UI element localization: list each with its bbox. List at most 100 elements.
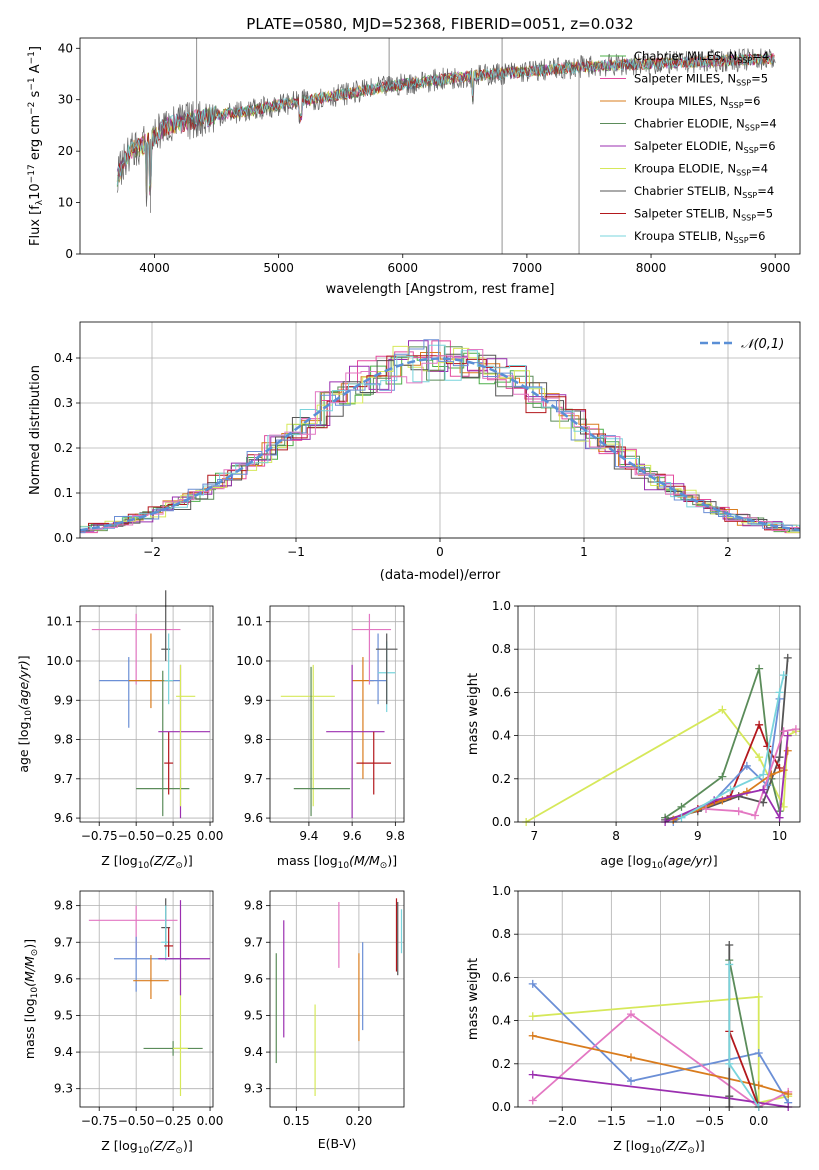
legend-entry: Chabrier STELIB, NSSP=4: [634, 184, 774, 200]
weight-vs-age-panel: 7 8 9 10 0.0 0.2 0.4 0.6 0.8 1.0 age [log10(age/yr…: [466, 599, 801, 871]
x-tick-label: 0.20: [346, 1114, 373, 1128]
mass-vs-ebv-panel: 0.15 0.20 9.3 9.4 9.5 9.6 9.7 9.8 E(B-V): [244, 890, 405, 1151]
y-tick-label: 0: [65, 247, 73, 261]
weight-vs-z-x-label: Z [log10(Z/Z⊙)]: [613, 1138, 704, 1156]
weight-marker: [725, 1059, 734, 1068]
y-tick-label: 10.0: [46, 654, 73, 668]
weight-marker: [528, 979, 537, 988]
weight-marker: [759, 770, 768, 779]
x-tick-label: 2: [724, 545, 732, 559]
y-tick-label: 9.6: [244, 811, 263, 825]
y-tick-label: 40: [58, 41, 73, 55]
x-tick-label: −1.0: [646, 1114, 675, 1128]
legend-entry: Salpeter STELIB, NSSP=5: [634, 207, 773, 223]
y-tick-label: 0.4: [492, 1014, 511, 1028]
mass-vs-z-x-label: Z [log10(Z/Z⊙)]: [101, 1138, 192, 1156]
weight-marker: [783, 731, 792, 740]
y-tick-label: 0.2: [492, 1057, 511, 1071]
weight-marker: [755, 720, 764, 729]
x-tick-label: 5000: [263, 261, 294, 275]
x-tick-label: 8000: [636, 261, 667, 275]
x-tick-label: 0.15: [283, 1114, 310, 1128]
y-tick-label: 1.0: [492, 884, 511, 898]
y-tick-label: 9.8: [244, 733, 263, 747]
y-tick-label: 9.7: [244, 772, 263, 786]
legend-entry: Kroupa MILES, NSSP=6: [634, 94, 760, 110]
mass-vs-z-panel: −0.75 −0.50 −0.25 0.00 9.3 9.4 9.5 9.6 9.7 9.8 Z […: [22, 890, 223, 1156]
weight-marker: [775, 813, 784, 822]
weight-series-line: [664, 668, 781, 819]
mass-vs-z-y-label: mass [log10(M/M⊙)]: [22, 939, 40, 1059]
weight-series-line: [532, 1012, 789, 1109]
y-tick-label: 0.0: [54, 531, 73, 545]
weight-marker: [528, 1070, 537, 1079]
x-tick-label: 1: [580, 545, 588, 559]
plot-layer: 4000 5000 6000 7000 8000 9000010203040wavelen…: [16, 37, 801, 1156]
weight-series-line: [532, 1034, 789, 1095]
residuals-x-label: (data-model)/error: [380, 568, 501, 583]
axes-frame: [517, 605, 801, 823]
spectrum-plot-area: [116, 38, 776, 254]
y-tick-label: 10.1: [236, 615, 263, 629]
weight-marker: [528, 1031, 537, 1040]
axes-frame: [79, 37, 801, 255]
y-tick-label: 9.9: [244, 693, 263, 707]
weight-marker: [677, 802, 686, 811]
y-tick-label: 30: [58, 93, 73, 107]
y-tick-label: 9.5: [54, 1008, 73, 1022]
residuals-panel: −2 −1 0 1 2 0.0 0.1 0.2 0.3 0.4 (data-model)/error…: [28, 321, 801, 583]
age-vs-mass-panel: 9.4 9.6 9.8 9.6 9.7 9.8 9.9 10.0 10.1 mass [log10…: [236, 605, 405, 871]
weight-series-line: [728, 1031, 760, 1108]
weight-series-line: [728, 959, 760, 1108]
weight-marker: [754, 1049, 763, 1057]
y-tick-label: 0.1: [54, 486, 73, 500]
weight-marker: [626, 1053, 635, 1062]
age-vs-mass-x-label: mass [log10(M/M⊙)]: [277, 853, 397, 871]
weight-marker: [759, 785, 768, 794]
weight-marker: [784, 1090, 793, 1099]
x-tick-label: 6000: [387, 261, 418, 275]
x-tick-label: −0.5: [695, 1114, 724, 1128]
y-tick-label: 9.7: [54, 772, 73, 786]
weight-vs-age-y-label: mass weight: [466, 673, 481, 755]
weight-marker: [725, 941, 734, 949]
axes-frame: [79, 605, 214, 823]
weight-marker: [677, 813, 686, 822]
weight-marker: [754, 1081, 763, 1090]
x-tick-label: 10: [772, 829, 787, 843]
y-tick-label: 0.8: [492, 927, 511, 941]
y-tick-label: 10.1: [46, 615, 73, 629]
legend-entry: Chabrier ELODIE, NSSP=4: [634, 117, 777, 133]
y-tick-label: 0.8: [492, 642, 511, 656]
x-tick-label: −0.75: [81, 829, 118, 843]
age-vs-z-y-label: age [log10(age/yr)]: [16, 655, 34, 772]
weight-series-line: [525, 708, 797, 823]
weight-marker: [754, 992, 763, 1001]
y-tick-label: 0.0: [492, 1100, 511, 1114]
weight-marker: [751, 811, 760, 820]
spectrum-series-line: [116, 53, 775, 186]
weight-marker: [726, 785, 735, 794]
y-tick-label: 9.3: [244, 1082, 263, 1096]
gaussian-legend-label: 𝒩(0,1): [741, 337, 784, 352]
x-tick-label: 9: [694, 829, 702, 843]
y-tick-label: 9.6: [54, 972, 73, 986]
y-tick-label: 9.7: [244, 935, 263, 949]
y-tick-label: 1.0: [492, 599, 511, 613]
weight-series-line: [664, 657, 789, 821]
x-tick-label: −2.0: [548, 1114, 577, 1128]
weight-marker: [626, 1077, 635, 1086]
weight-marker: [783, 653, 792, 662]
weight-marker: [734, 807, 743, 816]
y-tick-label: 0.2: [492, 772, 511, 786]
legend-entry: Kroupa ELODIE, NSSP=4: [634, 162, 768, 178]
x-tick-label: 8: [612, 829, 620, 843]
axes-frame: [79, 890, 214, 1108]
axes-frame: [517, 890, 801, 1108]
x-tick-label: 7: [531, 829, 539, 843]
x-tick-label: −0.50: [118, 829, 155, 843]
residual-histogram: [80, 344, 800, 530]
weight-marker: [725, 960, 734, 969]
x-tick-label: 9.4: [299, 829, 318, 843]
